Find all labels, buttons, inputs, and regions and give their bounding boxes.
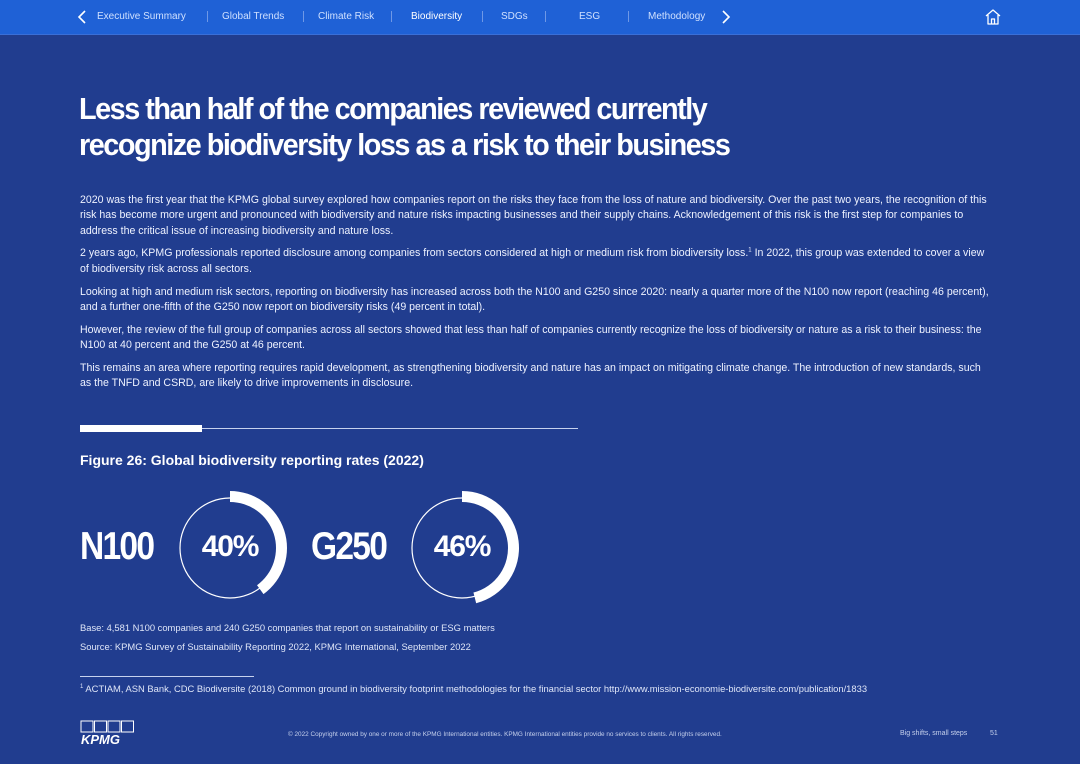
paragraph: However, the review of the full group of…	[80, 323, 982, 352]
body-text: 2020 was the first year that the KPMG gl…	[80, 193, 990, 399]
divider-line	[80, 428, 578, 429]
paragraph: Looking at high and medium risk sectors,…	[80, 285, 989, 313]
nav-separator	[207, 11, 208, 22]
divider-accent	[80, 425, 202, 432]
g250-label: G250	[311, 525, 388, 568]
n100-donut-arc	[230, 491, 287, 595]
chevron-right-icon[interactable]	[718, 9, 732, 25]
footer-tagline: Big shifts, small steps	[900, 730, 968, 737]
page-title: Less than half of the companies reviewed…	[79, 91, 731, 162]
nav-item-executive-summary[interactable]: Executive Summary	[97, 11, 186, 22]
nav-item-climate-risk[interactable]: Climate Risk	[318, 11, 375, 22]
paragraph: 2 years ago, KPMG professionals reported…	[80, 247, 985, 275]
chevron-left-icon[interactable]	[76, 9, 90, 25]
home-icon[interactable]	[983, 7, 1003, 27]
nav-item-global-trends[interactable]: Global Trends	[222, 11, 285, 22]
figure-base-note: Base: 4,581 N100 companies and 240 G250 …	[80, 622, 495, 633]
copyright-text: © 2022 Copyright owned by one or more of…	[288, 731, 722, 738]
g250-value-label: 46%	[433, 530, 492, 563]
paragraph: 2020 was the first year that the KPMG gl…	[80, 194, 987, 237]
nav-separator	[391, 11, 392, 22]
figure-title: Figure 26: Global biodiversity reporting…	[80, 452, 424, 468]
nav-item-methodology[interactable]: Methodology	[648, 11, 706, 22]
svg-text:KPMG: KPMG	[81, 732, 120, 746]
g250-donut	[411, 491, 519, 604]
n100-label: N100	[80, 525, 155, 568]
nav-separator	[628, 11, 629, 22]
footnote-text: ACTIAM, ASN Bank, CDC Biodiversite (2018…	[83, 683, 868, 694]
nav-item-esg[interactable]: ESG	[579, 11, 601, 22]
figure-source-note: Source: KPMG Survey of Sustainability Re…	[80, 641, 471, 652]
nav-separator	[482, 11, 483, 22]
n100-value-label: 40%	[201, 530, 260, 563]
nav-separator	[545, 11, 546, 22]
nav-separator	[303, 11, 304, 22]
page-number: 51	[990, 730, 998, 737]
nav-item-biodiversity[interactable]: Biodiversity	[411, 11, 463, 22]
nav-item-sdgs[interactable]: SDGs	[501, 11, 528, 22]
g250-donut-arc	[462, 491, 519, 604]
footnote-divider	[80, 676, 254, 677]
kpmg-logo: KPMG	[80, 720, 134, 746]
paragraph: This remains an area where reporting req…	[80, 362, 981, 390]
n100-donut	[179, 491, 287, 599]
footnote-ref: 1	[748, 247, 752, 254]
footnote: 1 ACTIAM, ASN Bank, CDC Biodiversite (20…	[80, 683, 868, 694]
top-nav: Executive Summary Global Trends Climate …	[0, 0, 1080, 35]
